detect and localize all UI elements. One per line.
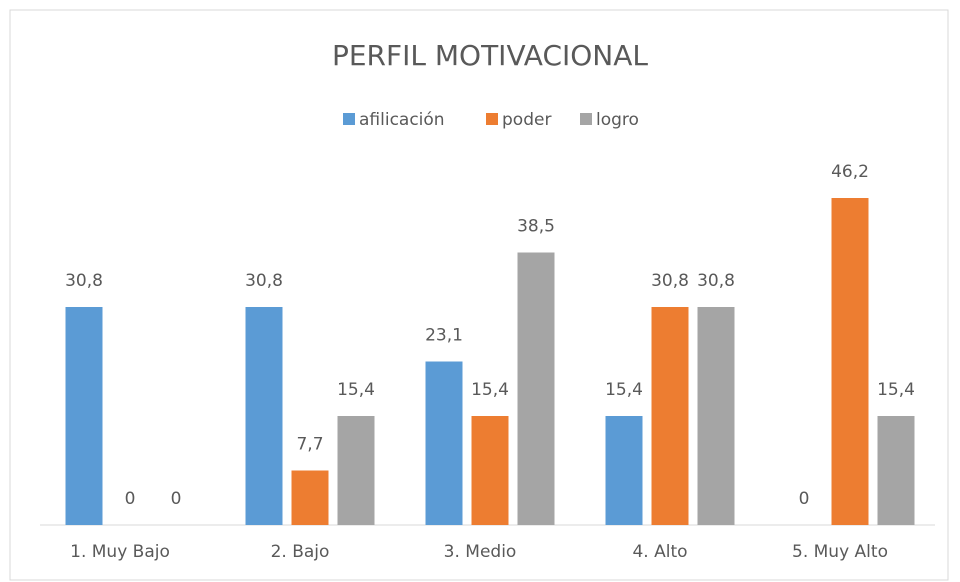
x-tick-label: 3. Medio	[444, 542, 517, 562]
bar	[517, 252, 555, 525]
bar	[697, 307, 735, 525]
legend-label: afilicación	[359, 110, 445, 130]
data-label: 15,4	[471, 380, 509, 400]
data-label: 30,8	[651, 271, 689, 291]
chart-title: PERFIL MOTIVACIONAL	[332, 39, 648, 72]
bar	[425, 361, 463, 525]
legend-swatch	[580, 113, 592, 125]
bar	[651, 307, 689, 525]
bar	[245, 307, 283, 525]
data-label: 15,4	[877, 380, 915, 400]
legend-label: poder	[502, 110, 551, 130]
legend-swatch	[486, 113, 498, 125]
x-tick-label: 1. Muy Bajo	[70, 542, 170, 562]
data-label: 7,7	[296, 435, 323, 455]
bar	[471, 416, 509, 525]
data-label: 23,1	[425, 326, 463, 346]
x-tick-label: 4. Alto	[632, 542, 687, 562]
x-tick-label: 2. Bajo	[271, 542, 330, 562]
data-label: 30,8	[245, 271, 283, 291]
data-label: 0	[171, 489, 182, 509]
data-label: 0	[799, 489, 810, 509]
legend-swatch	[343, 113, 355, 125]
x-tick-label: 5. Muy Alto	[792, 542, 888, 562]
data-label: 30,8	[65, 271, 103, 291]
data-label: 46,2	[831, 162, 869, 182]
bar	[605, 416, 643, 525]
bar	[877, 416, 915, 525]
bar	[291, 470, 329, 525]
data-label: 15,4	[337, 380, 375, 400]
bar	[831, 198, 869, 525]
data-label: 15,4	[605, 380, 643, 400]
data-label: 30,8	[697, 271, 735, 291]
bar	[65, 307, 103, 525]
data-label: 0	[125, 489, 136, 509]
data-label: 38,5	[517, 217, 555, 237]
legend-label: logro	[596, 110, 639, 130]
bar	[337, 416, 375, 525]
